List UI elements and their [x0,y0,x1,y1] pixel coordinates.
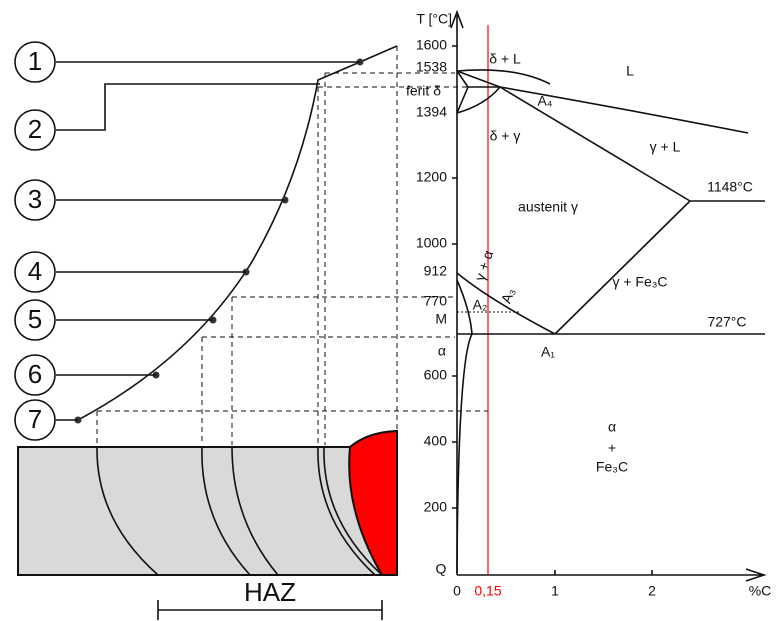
y-tick-label: 600 [424,367,448,383]
curve-points [75,59,364,424]
phase-label: ferit δ [406,83,441,99]
phase-label: α [438,343,446,359]
temperature-curve [78,46,397,420]
y-tick-label: 1200 [416,169,447,185]
phase-label: δ + L [489,51,521,67]
marker-number: 7 [28,404,42,434]
phase-label: 727°C [707,314,746,330]
x-tick-label: 2 [648,583,656,599]
y-tick-label: 1600 [416,37,447,53]
phase-label: γ + α [471,248,496,282]
y-tick-label: 1538 [416,59,447,75]
phase-label: M [435,311,447,327]
phase-label: α [608,419,616,435]
haz-label: HAZ [244,577,296,607]
marker-number: 2 [28,114,42,144]
marker-number: 1 [28,46,42,76]
phase-label: 1148°C [707,179,753,195]
phase-label: A₁ [541,344,555,360]
x-unit: %C [749,583,772,599]
marker-number: 3 [28,184,42,214]
leader-lines [56,62,360,420]
phase-label: γ + L [650,139,681,155]
diagram: HAZ T [°C] %C Q 0,15 1234567160015381394… [0,0,779,621]
phase-label: Fe₃C [596,459,628,475]
phase-label: + [608,440,616,456]
y-tick-label: 1000 [416,235,447,251]
phase-label: austenit γ [518,199,578,215]
y-tick-label: 200 [424,499,448,515]
phase-label: L [626,63,634,79]
y-title: T [°C] [416,11,452,27]
phase-label: δ + γ [490,128,521,144]
x-tick-label: 1 [551,583,559,599]
y-tick-label: 400 [424,433,448,449]
phase-label: γ + Fe₃C [612,274,667,290]
y-tick-label: 1394 [416,104,447,120]
carbon-label: 0,15 [474,583,501,599]
marker-number: 6 [28,359,42,389]
phase-label: A₃ [498,286,518,306]
phase-label: A₄ [537,93,552,109]
x-tick-label: 0 [453,583,461,599]
plate [18,431,397,575]
marker-number: 4 [28,256,42,286]
origin: Q [436,561,447,577]
y-tick-label: 770 [424,293,448,309]
phase-label: A₂ [473,297,488,313]
y-tick-label: 912 [424,263,448,279]
marker-number: 5 [28,304,42,334]
